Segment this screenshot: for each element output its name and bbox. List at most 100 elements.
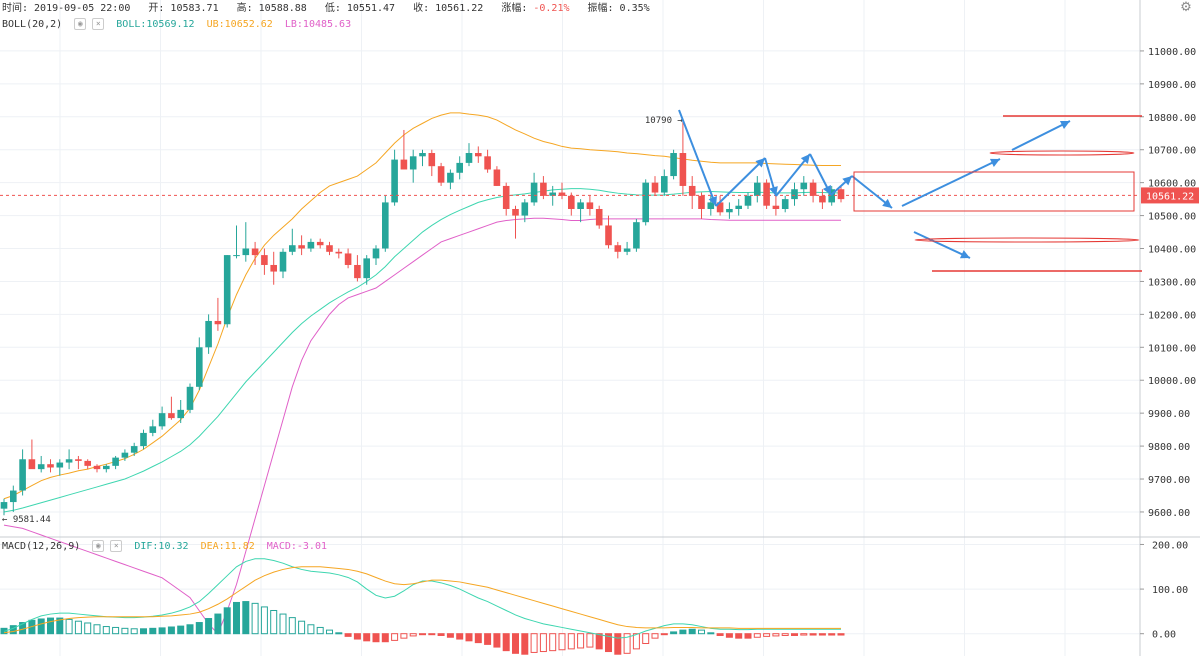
- macd-histogram-bar: [493, 633, 501, 648]
- macd-histogram-bar: [567, 633, 575, 650]
- macd-histogram-bar: [456, 633, 464, 640]
- candle-body: [530, 182, 538, 203]
- macd-histogram-bar: [670, 631, 678, 635]
- macd-histogram-bar: [316, 626, 324, 635]
- macd-histogram-bar: [233, 601, 240, 635]
- candle-body: [214, 320, 222, 325]
- candle-body: [493, 169, 501, 186]
- trend-arrow-head: [755, 158, 765, 168]
- macd-histogram-bar: [428, 633, 436, 636]
- y-tick-label: 10800.00: [1148, 113, 1196, 124]
- trend-arrow-head: [1059, 121, 1070, 130]
- macd-histogram-bar: [167, 626, 175, 635]
- close-icon[interactable]: ×: [110, 540, 123, 552]
- boll-middle-band: [3, 188, 841, 513]
- macd-histogram-bar: [818, 633, 826, 636]
- candle-body: [233, 255, 240, 257]
- y-tick-label: 10900.00: [1148, 80, 1196, 91]
- macd-histogram-bar: [791, 633, 798, 636]
- target-line: [989, 150, 1135, 156]
- macd-histogram-bar: [260, 606, 268, 635]
- open-value: 10583.71: [170, 3, 219, 14]
- macd-histogram-bar: [149, 627, 157, 635]
- macd-histogram-bar: [707, 632, 715, 635]
- y-tick-label: 10600.00: [1148, 179, 1196, 190]
- candle-body: [577, 202, 584, 209]
- macd-histogram-bar: [205, 618, 213, 635]
- macd-histogram-bar: [47, 617, 54, 635]
- candle-body: [75, 459, 82, 461]
- trend-arrow-head: [959, 250, 970, 259]
- candle-body: [37, 464, 45, 470]
- candle-body: [744, 195, 752, 206]
- boll-name: BOLL(20,2): [2, 19, 63, 30]
- macd-histogram-bar: [698, 629, 705, 635]
- macd-histogram-bar: [279, 613, 287, 635]
- macd-histogram-bar: [828, 633, 836, 636]
- macd-histogram-bar: [539, 633, 547, 653]
- macd-histogram-bar: [307, 624, 315, 635]
- candle-body: [819, 195, 826, 203]
- macd-histogram-bar: [214, 613, 222, 635]
- candle-body: [772, 205, 780, 209]
- macd-histogram-bar: [74, 620, 82, 635]
- candle-body: [512, 208, 519, 216]
- candle-body: [837, 189, 845, 200]
- gear-icon[interactable]: ⚙: [1180, 0, 1192, 15]
- macd-histogram-bar: [56, 617, 64, 635]
- time-label: 时间:: [2, 3, 29, 14]
- candle-body: [679, 153, 687, 186]
- candle-body: [112, 457, 119, 466]
- macd-dea-line: [3, 566, 841, 634]
- macd-histogram-bar: [688, 628, 696, 635]
- candle-body: [289, 245, 296, 252]
- macd-histogram-bar: [614, 633, 622, 655]
- candle-body: [716, 202, 724, 213]
- macd-histogram-bar: [288, 617, 296, 635]
- eye-icon[interactable]: ◉: [92, 540, 105, 552]
- candle-body: [158, 413, 166, 427]
- macd-histogram-bar: [270, 609, 278, 635]
- candle-body: [10, 490, 17, 503]
- candle-body: [475, 153, 482, 157]
- candle-body: [419, 153, 426, 157]
- close-icon[interactable]: ×: [92, 18, 105, 30]
- trend-arrow-head: [800, 154, 810, 164]
- candle-body: [568, 195, 575, 209]
- candle-body: [242, 248, 250, 256]
- candle-body: [809, 182, 817, 196]
- macd-histogram-bar: [177, 625, 185, 635]
- candle-body: [828, 189, 835, 203]
- candle-body: [698, 195, 705, 209]
- candle-body: [763, 182, 770, 206]
- eye-icon[interactable]: ◉: [74, 18, 87, 30]
- candle-body: [140, 432, 147, 447]
- trend-arrow-head: [769, 186, 778, 196]
- macd-histogram-bar: [37, 618, 45, 635]
- candle-body: [661, 176, 668, 193]
- macd-histogram-bar: [744, 633, 752, 639]
- macd-histogram-bar: [725, 633, 733, 638]
- macd-histogram-bar: [623, 633, 631, 654]
- candle-body: [149, 426, 157, 433]
- current-price-label: 10561.22: [1146, 191, 1194, 202]
- macd-histogram-bar: [549, 633, 557, 652]
- macd-histogram-bar: [642, 633, 650, 645]
- boll-lb-value: LB:10485.63: [284, 19, 352, 30]
- y-tick-label: 10000.00: [1148, 376, 1196, 387]
- candle-body: [47, 464, 54, 468]
- macd-histogram-bar: [716, 633, 724, 636]
- macd-histogram-bar: [446, 633, 454, 638]
- range-box: [853, 171, 1135, 212]
- macd-histogram-bar: [298, 620, 306, 635]
- candle-body: [521, 202, 529, 216]
- macd-dea-value: DEA:11.82: [200, 541, 255, 552]
- change-value: -0.21%: [533, 3, 570, 14]
- macd-histogram-bar: [735, 633, 743, 639]
- candle-body: [344, 253, 352, 265]
- low-marker-label: ← 9581.44: [2, 515, 51, 525]
- candle-body: [781, 199, 789, 209]
- candle-body: [28, 459, 36, 470]
- macd-histogram-bar: [251, 602, 259, 635]
